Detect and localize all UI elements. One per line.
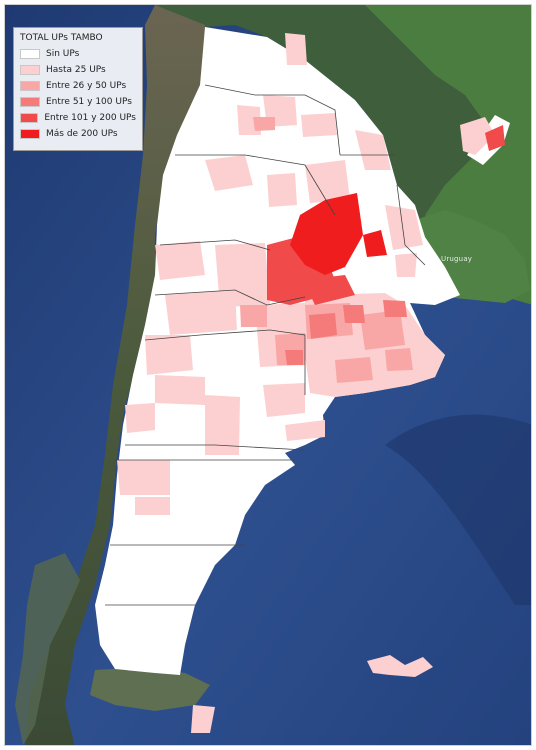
legend-label: Entre 51 y 100 UPs: [46, 97, 132, 107]
region-hasta-25: [155, 241, 205, 280]
legend-items: Sin UPs Hasta 25 UPs Entre 26 y 50 UPs E…: [20, 46, 136, 142]
legend-item: Entre 101 y 200 UPs: [20, 110, 136, 126]
region-hasta-25: [145, 335, 193, 375]
province-borders: [105, 84, 426, 606]
region-hasta-25: [135, 497, 170, 515]
region-hasta-25: [263, 383, 305, 417]
legend-item: Más de 200 UPs: [20, 126, 136, 142]
legend-swatch: [20, 81, 40, 91]
legend-item: Hasta 25 UPs: [20, 62, 136, 78]
region-hasta-25: [117, 460, 170, 495]
legend-swatch: [20, 97, 40, 107]
legend-label: Hasta 25 UPs: [46, 65, 106, 75]
choropleth-map: [5, 5, 531, 745]
region-51-100: [309, 313, 337, 339]
choropleth-cells: [117, 33, 505, 733]
region-26-50: [335, 357, 373, 383]
region-101-200: [485, 125, 505, 151]
legend-swatch: [20, 113, 39, 123]
region-hasta-25: [191, 705, 215, 733]
legend-item: Sin UPs: [20, 46, 136, 62]
region-mas-200: [290, 193, 363, 275]
region-hasta-25: [395, 253, 417, 277]
region-hasta-25: [355, 130, 391, 170]
region-26-50: [240, 305, 267, 327]
region-101-200: [303, 275, 355, 305]
chile-coast-islands: [15, 553, 80, 745]
region-mas-200: [363, 230, 387, 257]
deep-ocean-shade: [385, 414, 531, 605]
legend-item: Entre 51 y 100 UPs: [20, 94, 136, 110]
region-hasta-25: [460, 117, 495, 155]
legend-swatch: [20, 129, 40, 139]
uruguay-label: Uruguay: [441, 255, 473, 263]
region-51-100: [383, 300, 407, 317]
region-hasta-25: [155, 375, 205, 405]
region-hasta-25: [267, 173, 297, 207]
region-hasta-25: [385, 205, 423, 250]
region-51-100: [343, 305, 365, 323]
region-51-100: [285, 350, 303, 365]
region-hasta-25: [305, 160, 350, 203]
region-hasta-25: [285, 420, 325, 441]
islas-malvinas: [367, 655, 433, 677]
legend-label: Sin UPs: [46, 49, 80, 59]
legend-label: Más de 200 UPs: [46, 129, 118, 139]
tierra-del-fuego: [90, 667, 210, 711]
region-hasta-25: [205, 155, 253, 191]
region-hasta-25: [165, 290, 237, 335]
legend-label: Entre 26 y 50 UPs: [46, 81, 127, 91]
region-hasta-25: [125, 403, 155, 433]
region-26-50: [360, 310, 405, 350]
region-hasta-25: [301, 113, 337, 137]
legend: TOTAL UPs TAMBO Sin UPs Hasta 25 UPs Ent…: [13, 27, 143, 151]
region-hasta-25: [285, 33, 307, 65]
legend-swatch: [20, 65, 40, 75]
region-26-50: [385, 348, 413, 371]
andes-strip: [25, 5, 205, 745]
region-26-50: [253, 117, 275, 131]
legend-item: Entre 26 y 50 UPs: [20, 78, 136, 94]
legend-title: TOTAL UPs TAMBO: [20, 33, 103, 43]
region-hasta-25: [205, 395, 240, 455]
legend-swatch: [20, 49, 40, 59]
map-frame: TOTAL UPs TAMBO Sin UPs Hasta 25 UPs Ent…: [4, 4, 532, 746]
legend-label: Entre 101 y 200 UPs: [44, 113, 136, 123]
